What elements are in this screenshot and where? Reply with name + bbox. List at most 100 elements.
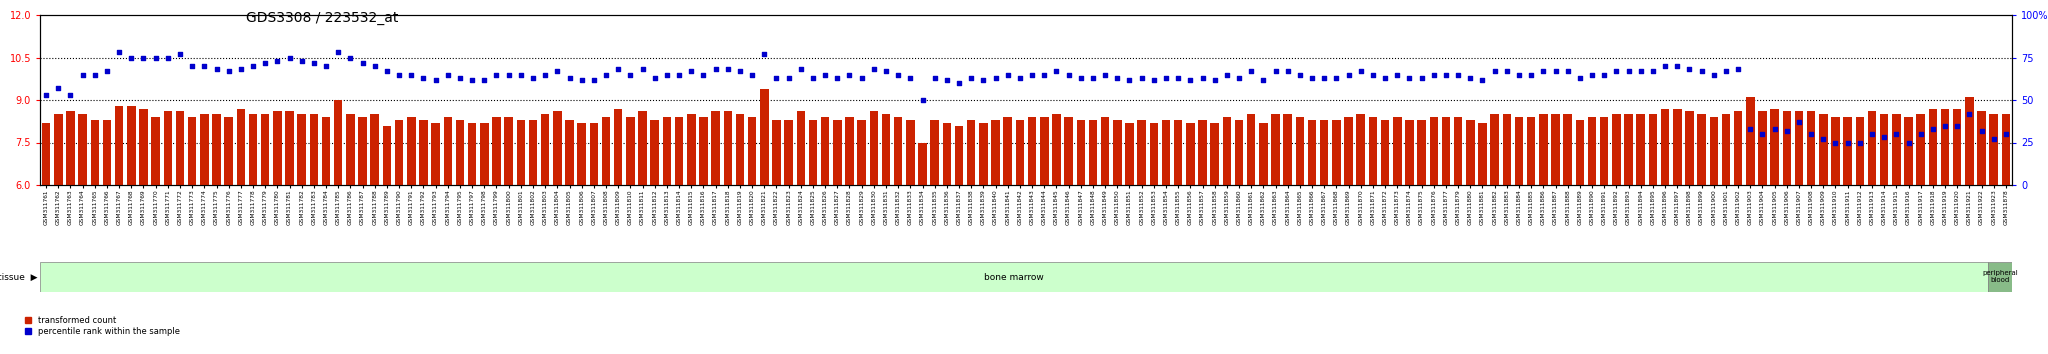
Point [1794, 131, 1827, 137]
Point [1686, 68, 1718, 74]
Bar [1321, 120, 1329, 185]
Point [444, 75, 477, 81]
Bar [893, 117, 903, 185]
Point [1528, 68, 1561, 74]
Bar [1747, 97, 1755, 185]
Point [1149, 75, 1182, 81]
Bar [1831, 117, 1839, 185]
Point [760, 75, 793, 81]
Bar [1223, 117, 1231, 185]
Legend: transformed count, percentile rank within the sample: transformed count, percentile rank withi… [25, 316, 180, 336]
Point [248, 60, 281, 65]
Point [565, 77, 598, 82]
Point [371, 68, 403, 74]
Point [358, 63, 391, 69]
Bar [883, 114, 891, 185]
Point [66, 72, 98, 77]
Bar [334, 100, 342, 185]
Point [1516, 72, 1548, 77]
Bar [602, 117, 610, 185]
Bar [760, 88, 768, 185]
Point [784, 67, 817, 72]
Bar [41, 123, 51, 185]
Bar [918, 143, 928, 185]
Point [1247, 77, 1280, 82]
Bar [358, 117, 367, 185]
Bar [1710, 117, 1718, 185]
Bar [1686, 112, 1694, 185]
Point [991, 72, 1024, 77]
Bar [225, 117, 233, 185]
Bar [444, 117, 453, 185]
Bar [297, 114, 305, 185]
Point [1124, 75, 1157, 81]
Point [1112, 77, 1145, 82]
Bar [127, 105, 135, 185]
Point [1661, 63, 1694, 69]
Point [467, 77, 500, 82]
Point [139, 55, 172, 60]
Point [1430, 72, 1462, 77]
Point [1673, 67, 1706, 72]
Bar [784, 120, 793, 185]
Point [1942, 123, 1974, 129]
Point [979, 75, 1012, 81]
Point [1540, 68, 1573, 74]
Point [1769, 128, 1802, 133]
Bar [1503, 114, 1511, 185]
Point [272, 55, 305, 60]
Point [967, 77, 999, 82]
Point [31, 92, 63, 98]
Bar [627, 117, 635, 185]
Bar [1735, 112, 1743, 185]
Point [492, 72, 524, 77]
Point [1284, 72, 1317, 77]
Bar [115, 105, 123, 185]
Point [1892, 140, 1925, 145]
Bar [711, 112, 719, 185]
Bar [1174, 120, 1182, 185]
Point [383, 72, 416, 77]
Bar [285, 112, 293, 185]
Point [1479, 68, 1511, 74]
Point [1321, 75, 1354, 81]
Bar [1769, 108, 1780, 185]
Bar [492, 117, 502, 185]
Bar [870, 112, 879, 185]
Bar [238, 108, 246, 185]
Bar [1649, 114, 1657, 185]
Point [870, 68, 903, 74]
Bar [504, 117, 512, 185]
Point [213, 68, 246, 74]
Point [176, 63, 209, 69]
Bar [1454, 117, 1462, 185]
Bar [1296, 117, 1305, 185]
Point [309, 63, 342, 69]
Bar [1954, 108, 1962, 185]
Point [1575, 72, 1608, 77]
Point [285, 58, 317, 64]
Point [1759, 126, 1792, 132]
Point [627, 67, 659, 72]
Bar [979, 123, 987, 185]
Point [78, 72, 111, 77]
Point [1137, 77, 1169, 82]
Point [1503, 72, 1536, 77]
Point [686, 72, 719, 77]
Point [905, 97, 938, 103]
Bar [383, 126, 391, 185]
Bar [248, 114, 258, 185]
Point [297, 60, 330, 65]
Point [1016, 72, 1049, 77]
Point [1405, 75, 1438, 81]
Point [1831, 140, 1864, 145]
Bar [748, 117, 756, 185]
Point [723, 68, 756, 74]
Bar [176, 112, 184, 185]
Bar [1466, 120, 1475, 185]
Point [1819, 140, 1851, 145]
Point [1296, 75, 1329, 81]
Bar [1599, 117, 1608, 185]
Bar [1149, 123, 1157, 185]
Bar [1722, 114, 1731, 185]
